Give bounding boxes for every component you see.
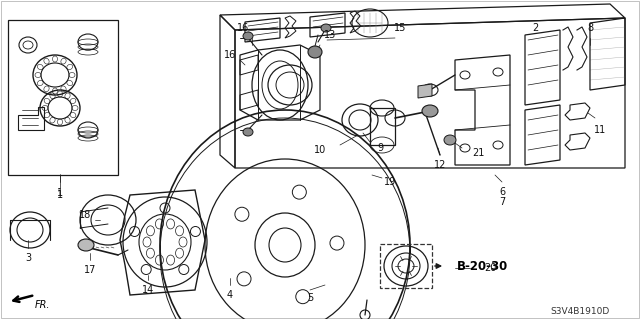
Text: 10: 10 [314, 145, 326, 155]
Text: 21: 21 [472, 148, 484, 158]
Bar [380, 244, 432, 288]
Bar [8, 20, 118, 175]
Text: 14: 14 [142, 285, 154, 295]
Text: 20: 20 [484, 263, 496, 273]
Text: 19: 19 [384, 177, 396, 187]
Ellipse shape [243, 32, 253, 40]
Text: 8: 8 [587, 23, 593, 33]
Text: 11: 11 [594, 125, 606, 135]
Text: 1: 1 [57, 190, 63, 200]
Text: 13: 13 [324, 30, 336, 40]
Ellipse shape [422, 105, 438, 117]
Polygon shape [418, 84, 432, 98]
Text: 3: 3 [25, 253, 31, 263]
Text: 15: 15 [394, 23, 406, 33]
Text: 12: 12 [434, 160, 446, 170]
Text: 4: 4 [227, 290, 233, 300]
Text: 6: 6 [499, 187, 505, 197]
Text: S3V4B1910D: S3V4B1910D [550, 307, 610, 315]
Text: 16: 16 [237, 23, 249, 33]
Text: 16: 16 [224, 50, 236, 60]
Text: 9: 9 [377, 143, 383, 153]
Text: 18: 18 [79, 210, 91, 220]
Text: 17: 17 [84, 265, 96, 275]
Ellipse shape [78, 239, 94, 251]
Text: 5: 5 [307, 293, 313, 303]
Ellipse shape [444, 135, 456, 145]
Text: 7: 7 [499, 197, 505, 207]
Ellipse shape [308, 46, 322, 58]
Text: B-20-30: B-20-30 [458, 259, 509, 272]
Ellipse shape [321, 24, 331, 32]
Text: 1: 1 [57, 188, 63, 198]
Text: FR.: FR. [35, 300, 50, 310]
Ellipse shape [243, 128, 253, 136]
Text: 2: 2 [532, 23, 538, 33]
